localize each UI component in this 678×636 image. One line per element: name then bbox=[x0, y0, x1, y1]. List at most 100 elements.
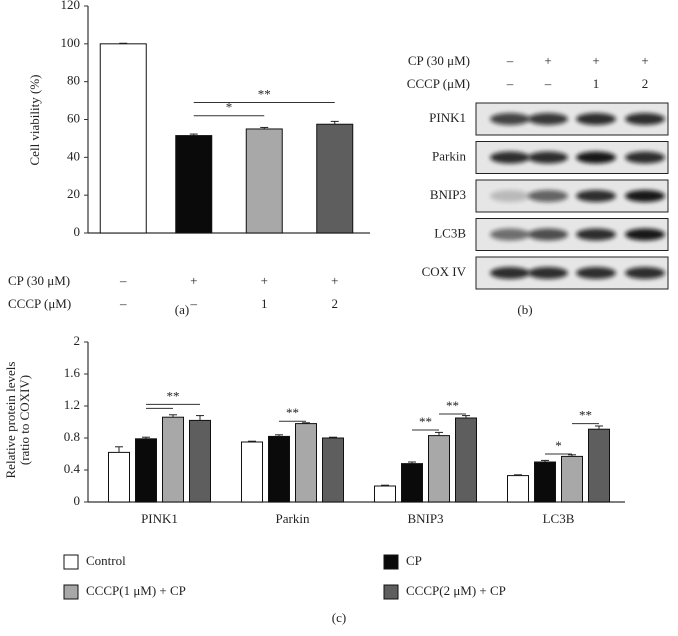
legend-label: CP bbox=[406, 553, 422, 568]
bar bbox=[189, 419, 211, 503]
treatment-value: – bbox=[506, 76, 514, 91]
y-axis-label: Cell viability (%) bbox=[27, 75, 42, 166]
x-tick-label: BNIP3 bbox=[407, 511, 443, 526]
treatment-value: 1 bbox=[261, 296, 268, 311]
y-tick-label: 0 bbox=[74, 224, 81, 239]
significance-label: * bbox=[555, 438, 562, 453]
treatment-value: + bbox=[261, 273, 268, 288]
bar bbox=[99, 43, 147, 234]
blot-band bbox=[490, 151, 530, 164]
bar bbox=[455, 417, 477, 503]
bar bbox=[428, 435, 450, 503]
bar bbox=[322, 437, 344, 503]
y-tick-label: 120 bbox=[61, 0, 81, 12]
protein-label: BNIP3 bbox=[430, 187, 466, 202]
significance-label: ** bbox=[419, 414, 432, 429]
significance-label: ** bbox=[258, 86, 271, 101]
bar bbox=[561, 455, 583, 503]
bar bbox=[534, 461, 556, 503]
blot-band bbox=[625, 228, 665, 241]
legend-label: Control bbox=[86, 553, 126, 568]
legend-swatch bbox=[383, 584, 399, 600]
bar bbox=[507, 475, 529, 503]
treatment-label: CP (30 μM) bbox=[8, 273, 70, 288]
blot-band bbox=[625, 151, 665, 164]
bar bbox=[316, 123, 354, 234]
y-tick-label: 0.8 bbox=[64, 429, 80, 444]
protein-label: LC3B bbox=[434, 225, 466, 240]
bar bbox=[241, 441, 263, 503]
treatment-value: – bbox=[190, 296, 198, 311]
legend-swatch bbox=[383, 554, 399, 570]
x-tick-label: LC3B bbox=[543, 511, 575, 526]
blot-band bbox=[576, 151, 616, 164]
treatment-value: – bbox=[544, 76, 552, 91]
treatment-value: + bbox=[331, 273, 338, 288]
legend-swatch bbox=[63, 584, 79, 600]
bar bbox=[175, 135, 213, 234]
bar bbox=[245, 128, 283, 234]
blot-band bbox=[490, 113, 530, 125]
blot-band bbox=[490, 228, 530, 241]
blot-band bbox=[576, 113, 616, 125]
significance-label: ** bbox=[286, 405, 299, 420]
blot-band bbox=[576, 267, 616, 279]
blot-band bbox=[576, 190, 616, 202]
y-axis-label: (ratio to COXIV) bbox=[17, 375, 32, 465]
x-tick-label: Parkin bbox=[276, 511, 310, 526]
y-tick-label: 0.4 bbox=[64, 461, 81, 476]
treatment-value: – bbox=[506, 53, 514, 68]
legend-label: CCCP(2 μM) + CP bbox=[406, 583, 506, 598]
treatment-value: 1 bbox=[593, 76, 600, 91]
significance-label: ** bbox=[446, 398, 459, 413]
treatment-value: + bbox=[190, 273, 197, 288]
significance-label: * bbox=[226, 100, 233, 115]
treatment-value: – bbox=[119, 296, 127, 311]
treatment-value: + bbox=[544, 53, 551, 68]
panel-label: (b) bbox=[517, 302, 532, 317]
y-tick-label: 1.6 bbox=[64, 365, 81, 380]
treatment-value: + bbox=[641, 53, 648, 68]
y-tick-label: 20 bbox=[67, 186, 80, 201]
blot-band bbox=[576, 228, 616, 241]
blot-band bbox=[528, 113, 568, 125]
treatment-value: + bbox=[592, 53, 599, 68]
significance-label: ** bbox=[579, 408, 592, 423]
y-tick-label: 100 bbox=[61, 35, 81, 50]
y-tick-label: 1.2 bbox=[64, 397, 80, 412]
x-tick-label: PINK1 bbox=[141, 511, 178, 526]
blot-band bbox=[625, 267, 665, 279]
legend-label: CCCP(1 μM) + CP bbox=[86, 583, 186, 598]
bar bbox=[401, 463, 423, 503]
treatment-label: CCCP (μM) bbox=[8, 296, 71, 311]
panel-label: (a) bbox=[175, 302, 189, 317]
y-tick-label: 0 bbox=[74, 493, 81, 508]
protein-label: COX IV bbox=[422, 264, 467, 279]
y-tick-label: 40 bbox=[67, 148, 80, 163]
bar bbox=[588, 428, 610, 503]
blot-band bbox=[625, 190, 665, 202]
blot-band bbox=[528, 267, 568, 279]
blot-band bbox=[528, 151, 568, 164]
blot-band bbox=[528, 228, 568, 241]
bar bbox=[374, 485, 396, 503]
treatment-label: CCCP (μM) bbox=[407, 76, 470, 91]
y-axis-label: Relative protein levels bbox=[3, 362, 18, 479]
y-tick-label: 80 bbox=[67, 73, 80, 88]
blot-band bbox=[625, 113, 665, 125]
treatment-label: CP (30 μM) bbox=[408, 53, 470, 68]
protein-label: PINK1 bbox=[429, 110, 466, 125]
treatment-value: 2 bbox=[332, 296, 339, 311]
bar bbox=[295, 423, 317, 503]
y-tick-label: 60 bbox=[67, 110, 80, 125]
bar bbox=[162, 416, 184, 503]
bar bbox=[135, 438, 157, 503]
bar bbox=[268, 435, 290, 503]
blot-band bbox=[528, 190, 568, 202]
treatment-value: – bbox=[119, 273, 127, 288]
blot-band bbox=[490, 190, 530, 202]
blot-band bbox=[490, 267, 530, 279]
panel-label: (c) bbox=[332, 610, 346, 625]
protein-label: Parkin bbox=[432, 148, 466, 163]
